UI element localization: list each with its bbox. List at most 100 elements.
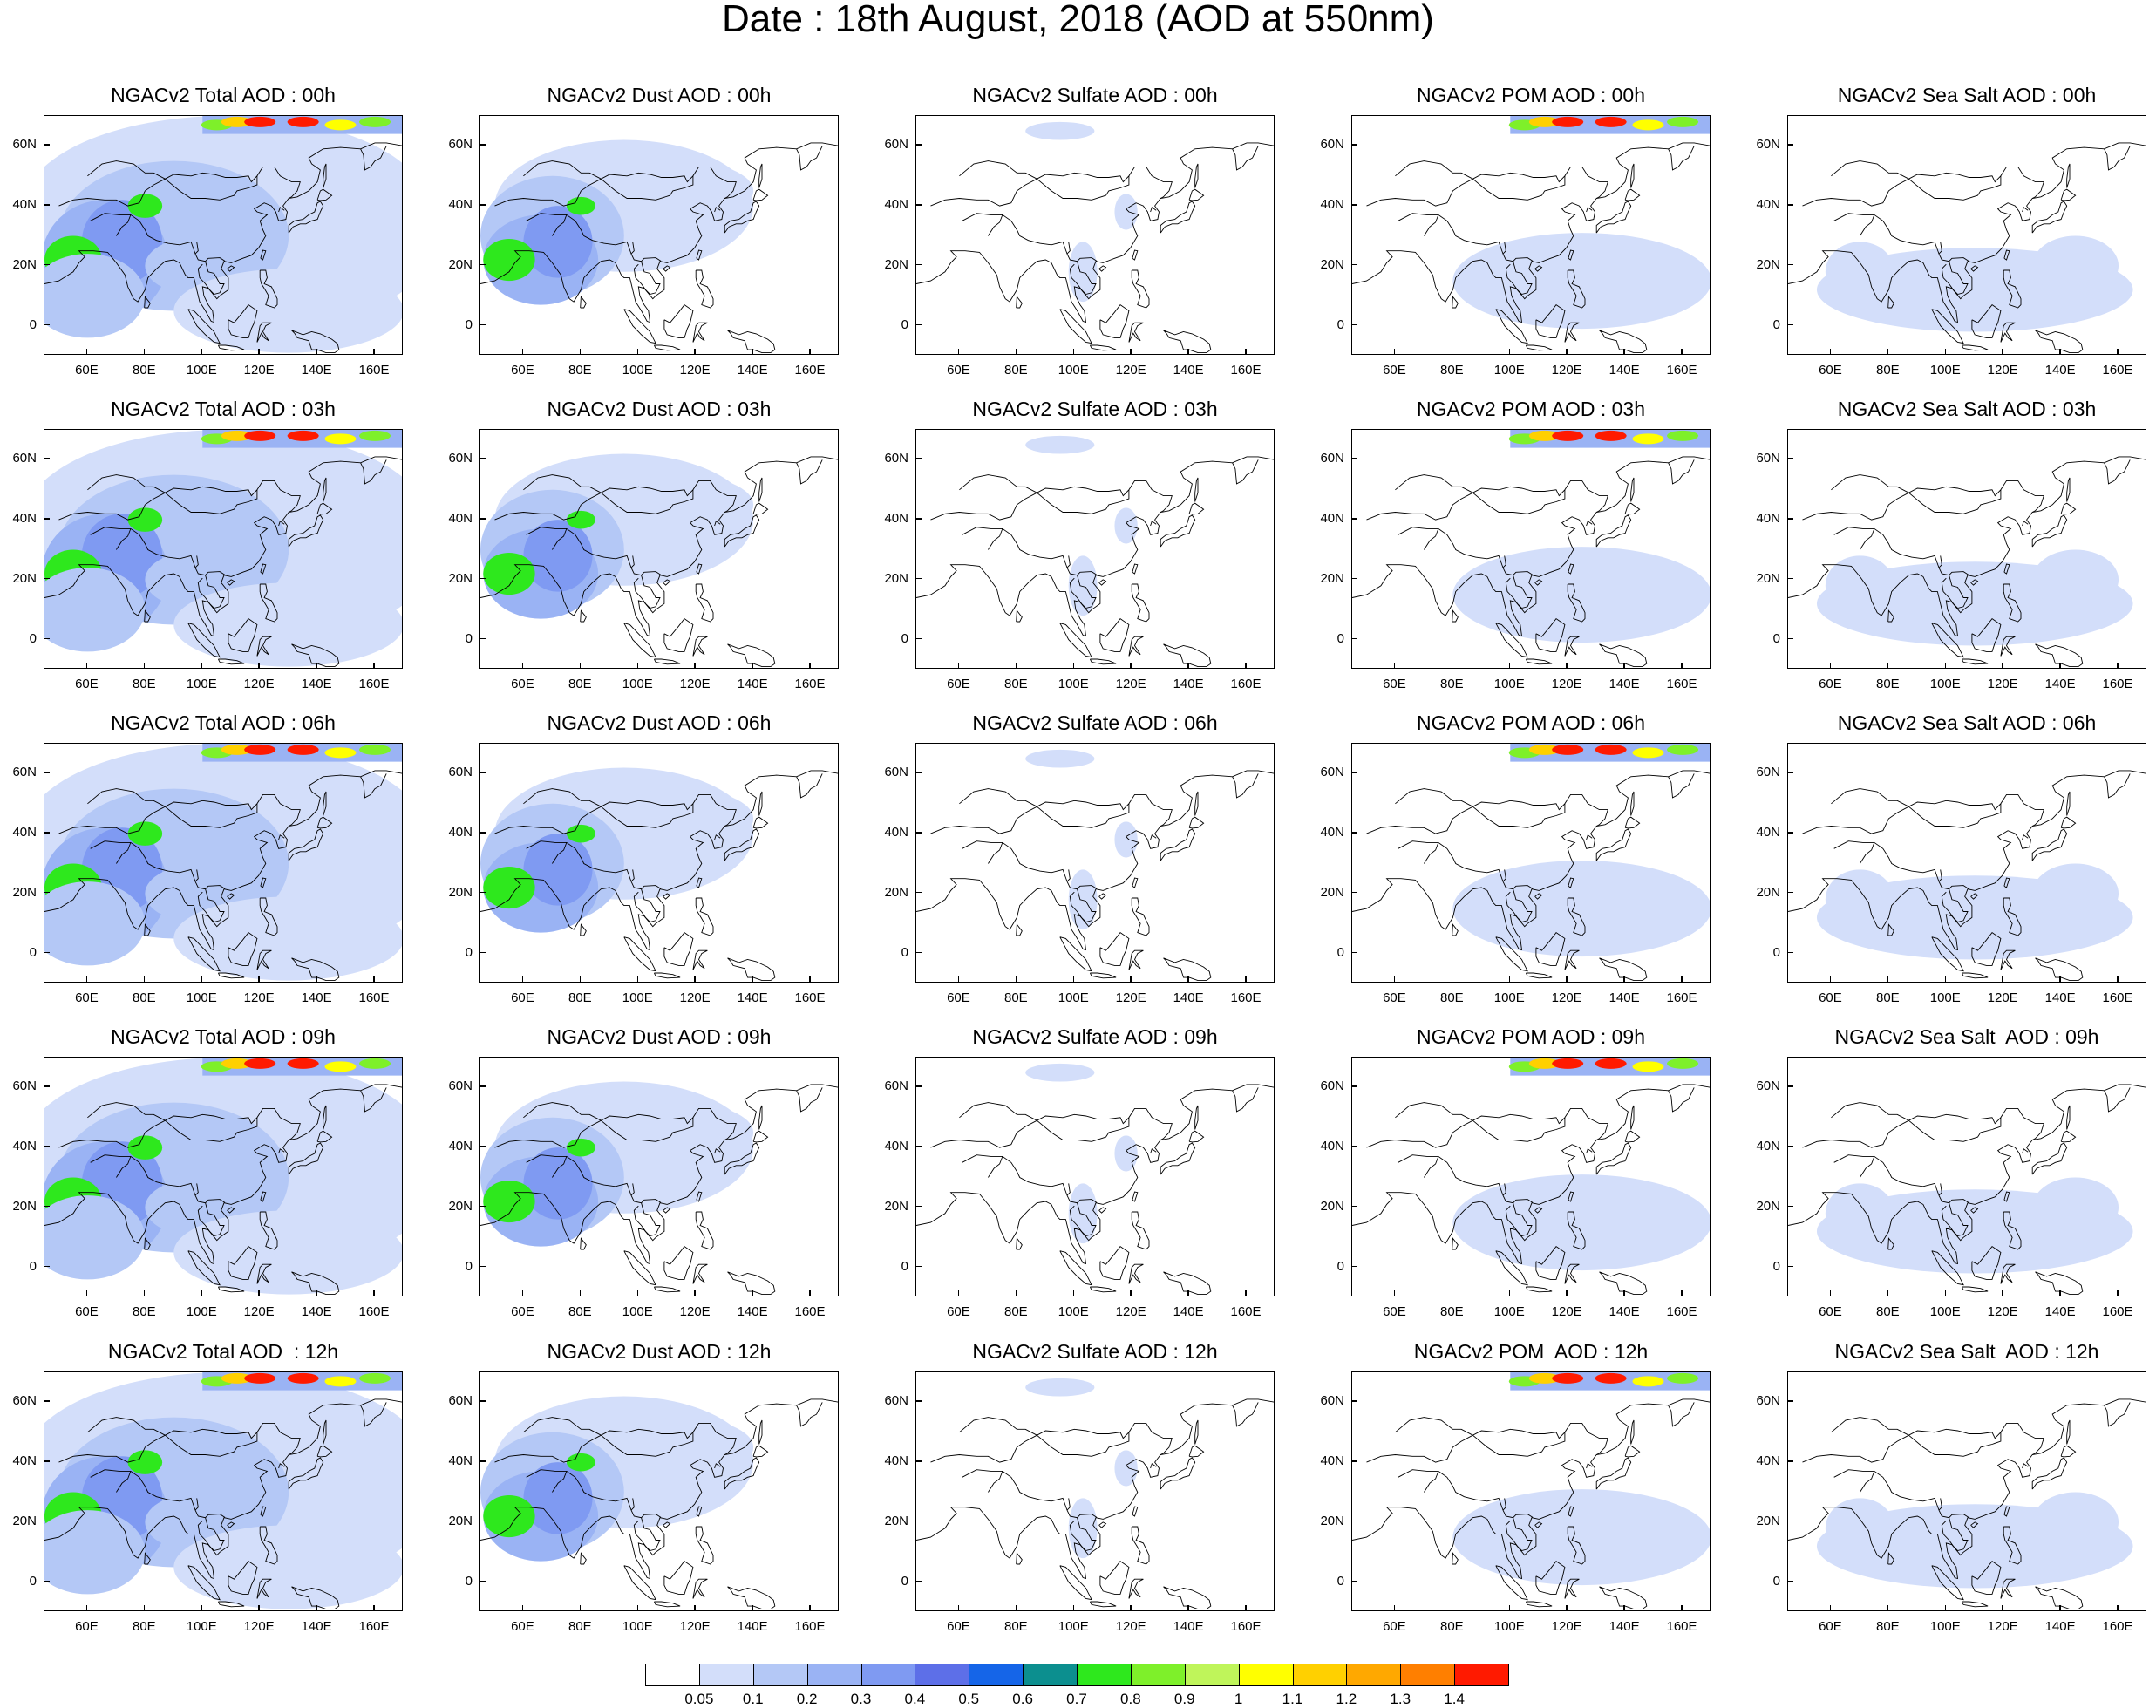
coastline	[653, 658, 681, 665]
smoke-plume	[244, 1372, 276, 1384]
map-panel-pom: NGACv2 POM AOD : 09h 60N 40N 20N 0 60E 80E 100E…	[1320, 1025, 1761, 1319]
lon-label: 140E	[2044, 363, 2076, 378]
lat-tick	[915, 518, 922, 520]
coastline	[2060, 188, 2077, 201]
lat-label: 0	[1336, 944, 1344, 960]
lon-label: 160E	[1666, 1304, 1697, 1319]
aod-map	[916, 749, 1274, 982]
coastline	[930, 793, 1173, 834]
lat-label: 60N	[12, 1393, 37, 1409]
coastline	[1599, 330, 1648, 354]
coastline	[2066, 1105, 2071, 1130]
lon-tick	[1245, 663, 1247, 669]
aod-shading	[483, 238, 535, 282]
lon-tick	[1944, 1605, 1947, 1611]
lon-label: 140E	[1608, 1619, 1640, 1634]
coastline	[228, 303, 258, 338]
lon-label: 80E	[1004, 1619, 1028, 1634]
coastline	[1586, 207, 1593, 213]
map-panel-dust: NGACv2 Dust AOD : 06h 60N 40N 20N 0 60E 80E 100…	[448, 711, 889, 1005]
lon-label: 160E	[2102, 990, 2133, 1005]
aod-shading	[1501, 1183, 1531, 1220]
lon-label: 120E	[1987, 1619, 2018, 1634]
coastline	[1831, 1102, 1909, 1121]
smoke-plume	[1632, 119, 1664, 131]
lat-tick	[44, 144, 50, 146]
coastline	[291, 1271, 340, 1296]
smoke-plume	[221, 430, 253, 441]
coastline	[752, 188, 769, 201]
coastline	[194, 242, 199, 255]
map-panel-pom: NGACv2 POM AOD : 00h 60N 40N 20N 0 60E 80E 100E…	[1320, 84, 1761, 378]
lon-label: 80E	[1004, 677, 1028, 691]
lat-label: 20N	[12, 570, 37, 586]
coastline	[323, 1419, 327, 1445]
aod-shading	[1452, 861, 1710, 957]
coastline	[653, 972, 681, 979]
coastline	[633, 575, 661, 609]
map-panel-sulfate: NGACv2 Sulfate AOD : 06h 60N 40N 20N 0 60E 80E…	[884, 711, 1325, 1005]
coastline	[695, 583, 714, 623]
lon-tick	[1508, 663, 1511, 669]
aod-shading	[1025, 121, 1095, 140]
lon-label: 160E	[1230, 677, 1262, 691]
coastline	[2003, 1211, 2022, 1250]
coastline	[663, 931, 694, 966]
coastline	[288, 514, 324, 548]
panel-title: NGACv2 Sulfate AOD : 12h	[972, 1340, 1218, 1363]
coastline	[1232, 773, 1259, 799]
coastline	[2104, 1402, 2131, 1427]
coastline	[217, 972, 245, 979]
lat-label: 20N	[12, 1198, 37, 1214]
lat-label: 20N	[448, 1513, 473, 1528]
lat-tick	[915, 1085, 922, 1087]
coastline	[1069, 1517, 1097, 1552]
coastline	[2035, 330, 2084, 354]
aod-map	[480, 453, 838, 668]
lat-label: 20N	[884, 256, 908, 272]
map-area	[479, 1057, 839, 1296]
coastline	[1352, 770, 1710, 951]
lat-label: 60N	[448, 1079, 473, 1094]
aod-shading	[566, 824, 595, 843]
lon-label: 80E	[1440, 363, 1464, 378]
lon-label: 140E	[737, 1304, 768, 1319]
coastline	[1495, 1250, 1528, 1286]
lon-tick	[579, 1605, 582, 1611]
lon-label: 80E	[133, 1619, 156, 1634]
colorbar-label: 0.5	[958, 1691, 980, 1707]
lon-label: 60E	[511, 677, 534, 691]
map-area	[479, 1371, 839, 1611]
lon-label: 120E	[1115, 363, 1146, 378]
coastline	[217, 1286, 245, 1293]
coastline	[58, 793, 301, 834]
lon-tick	[1566, 976, 1568, 983]
lon-tick	[258, 976, 260, 983]
coastline	[228, 1560, 258, 1595]
coastline	[1860, 1156, 1875, 1178]
lon-tick	[1829, 349, 1832, 355]
lon-tick	[1393, 1290, 1396, 1296]
lat-tick	[44, 832, 50, 834]
coastline	[165, 1432, 258, 1457]
coastline	[1595, 201, 1632, 234]
coastline	[1098, 893, 1107, 900]
aod-shading	[1825, 242, 1894, 303]
smoke-plume	[244, 744, 276, 755]
coastline	[724, 514, 760, 548]
aod-shading	[1025, 1063, 1095, 1082]
colorbar-label: 0.4	[904, 1691, 926, 1707]
coastline	[758, 1105, 763, 1130]
coastline	[227, 893, 235, 900]
coastline	[552, 1471, 568, 1493]
aod-shading	[609, 1417, 754, 1478]
aod-map	[480, 1396, 838, 1610]
lon-tick	[1566, 349, 1568, 355]
smoke-plume	[324, 433, 357, 445]
coastline	[1066, 1498, 1071, 1511]
lat-label: 40N	[1756, 197, 1780, 213]
aod-shading	[44, 568, 146, 652]
coastline	[2003, 269, 2022, 309]
lat-label: 40N	[448, 1139, 473, 1154]
lat-tick	[1351, 951, 1357, 954]
